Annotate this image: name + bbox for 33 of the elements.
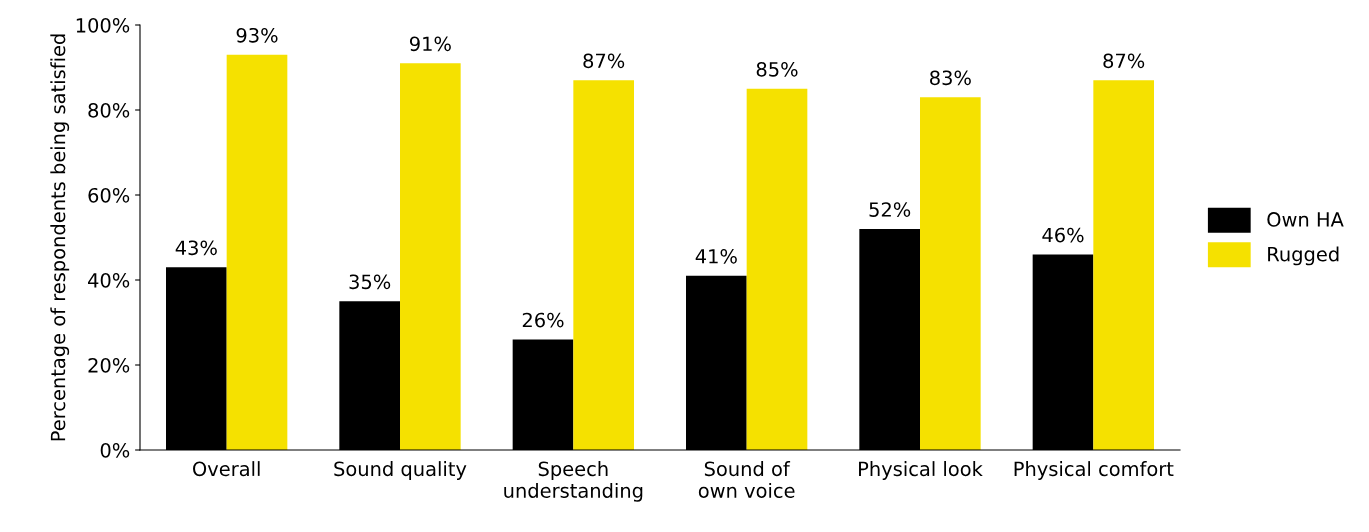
y-tick-label: 60% (88, 187, 130, 203)
legend-label: Rugged (1268, 246, 1339, 266)
x-tick-label: Sound of own voice (698, 461, 795, 498)
data-label: 43% (175, 240, 217, 256)
data-label: 52% (869, 202, 911, 217)
data-label: 85% (756, 61, 798, 77)
legend-label: Own HA (1267, 212, 1344, 227)
data-label: 46% (1042, 227, 1084, 243)
bar (746, 88, 808, 450)
x-tick-label: Sound quality (334, 461, 467, 480)
y-tick-label: 80% (88, 102, 130, 118)
bar (1093, 80, 1154, 450)
data-label: 41% (695, 248, 737, 264)
bar (226, 54, 288, 450)
y-axis-title: Percentage of respondents being satisfied (50, 34, 70, 441)
bar (920, 97, 981, 450)
data-label: 87% (1103, 53, 1145, 69)
x-tick-label: Physical look (859, 461, 983, 480)
data-label: 93% (236, 27, 278, 43)
data-label: 26% (522, 312, 564, 328)
data-label: 91% (409, 36, 451, 52)
x-tick-label: Speech understanding (504, 461, 643, 502)
bar (573, 80, 634, 450)
bar (400, 63, 461, 450)
y-tick-label: 0% (100, 442, 130, 458)
x-tick-label: Physical comfort (1014, 461, 1174, 480)
y-tick-label: 20% (88, 357, 130, 373)
y-tick-label: 100% (76, 17, 130, 33)
y-tick-label: 40% (88, 272, 130, 288)
data-label: 35% (349, 274, 391, 290)
data-label: 87% (583, 53, 625, 69)
x-tick-label: Overall (193, 461, 260, 477)
data-label: 83% (930, 70, 971, 86)
